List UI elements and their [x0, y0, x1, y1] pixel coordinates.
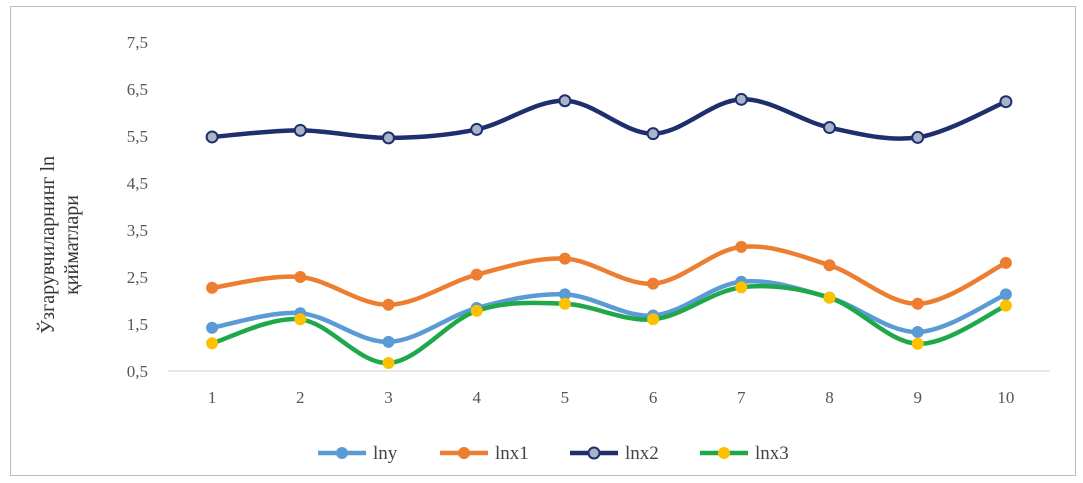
y-axis-title-line-1: Ўзгарувчиларнинг ln [36, 156, 59, 334]
x-tick-label: 9 [913, 388, 922, 407]
series-lnx1 [206, 240, 1012, 311]
data-point-lnx1 [823, 259, 836, 272]
data-point-lnx2 [205, 130, 219, 144]
data-point-lnx3 [470, 304, 483, 317]
series-lnx3 [206, 281, 1012, 370]
legend-swatch-marker [718, 447, 730, 459]
x-tick-label: 4 [472, 388, 481, 407]
data-point-lnx1 [647, 277, 660, 290]
data-point-lnx1 [206, 281, 219, 294]
y-tick-label: 5,5 [127, 127, 148, 146]
x-tick-label: 3 [384, 388, 393, 407]
x-tick-label: 10 [997, 388, 1014, 407]
legend-swatch-marker [458, 447, 470, 459]
y-tick-label: 2,5 [127, 268, 148, 287]
data-point-lnx1 [735, 240, 748, 253]
data-point-lny [911, 325, 924, 338]
y-tick-label: 4,5 [127, 174, 148, 193]
x-tick-label: 5 [561, 388, 570, 407]
legend-label: lnx1 [495, 443, 529, 464]
y-tick-label: 0,5 [127, 362, 148, 381]
y-axis-title: Ўзгарувчиларнинг ln қийматлари [36, 156, 83, 334]
data-point-lnx2 [382, 131, 395, 145]
data-point-lnx2 [734, 92, 748, 106]
data-point-lnx2 [646, 127, 660, 141]
data-point-lnx3 [382, 357, 395, 370]
data-point-lnx2 [823, 121, 836, 135]
x-tick-labels: 1 2 3 4 5 6 7 8 9 10 [208, 388, 1015, 407]
x-tick-label: 6 [649, 388, 658, 407]
x-tick-label: 2 [296, 388, 305, 407]
data-point-lnx3 [823, 291, 836, 304]
data-point-lnx3 [647, 313, 660, 326]
data-point-lnx1 [558, 252, 571, 265]
data-point-lnx2 [293, 123, 307, 137]
data-point-lnx2 [911, 130, 925, 144]
data-point-lnx1 [911, 297, 924, 310]
series-line-lnx2 [209, 97, 1009, 141]
legend-label: lnx2 [625, 443, 659, 464]
series-lnx2 [205, 92, 1013, 145]
legend-item-lnx2: lnx2 [570, 443, 659, 464]
legend-item-lny: lny [318, 443, 398, 464]
legend-swatch-marker [587, 446, 601, 460]
data-point-lnx3 [206, 337, 219, 350]
data-point-lnx2 [999, 95, 1013, 109]
series-line-lnx1 [209, 244, 1009, 307]
x-tick-label: 1 [208, 388, 217, 407]
x-tick-label: 7 [737, 388, 746, 407]
y-tick-label: 3,5 [127, 221, 148, 240]
legend-item-lnx1: lnx1 [440, 443, 529, 464]
data-point-lnx1 [999, 256, 1012, 269]
data-point-lnx3 [735, 281, 748, 294]
y-tick-label: 7,5 [127, 33, 148, 52]
legend-label: lnx3 [755, 443, 789, 464]
legend-item-lnx3: lnx3 [700, 443, 789, 464]
x-tick-label: 8 [825, 388, 834, 407]
data-point-lnx3 [294, 313, 307, 326]
legend-label: lny [373, 443, 398, 464]
y-tick-label: 1,5 [127, 315, 148, 334]
data-point-lnx3 [911, 337, 924, 350]
chart-frame [10, 6, 1076, 476]
series-line-lnx3 [209, 283, 1009, 366]
data-point-lnx1 [470, 268, 483, 281]
y-axis-title-line-2: қийматлари [61, 195, 83, 295]
series-line-lny [209, 278, 1009, 345]
data-point-lny [206, 321, 219, 334]
legend-swatch-marker [336, 447, 348, 459]
data-point-lnx3 [558, 297, 571, 310]
data-point-lnx2 [470, 122, 484, 136]
data-point-lnx3 [999, 299, 1012, 312]
data-point-lny [999, 288, 1012, 301]
y-tick-label: 6,5 [127, 80, 148, 99]
data-point-lnx1 [294, 271, 307, 283]
y-tick-labels: 0,5 1,5 2,5 3,5 4,5 5,5 6,5 7,5 [127, 33, 148, 381]
series-layer [205, 92, 1013, 370]
data-point-lny [382, 335, 395, 348]
legend: lny lnx1 lnx2 lnx3 [318, 443, 789, 464]
data-point-lnx2 [558, 94, 572, 108]
data-point-lnx1 [382, 298, 395, 311]
